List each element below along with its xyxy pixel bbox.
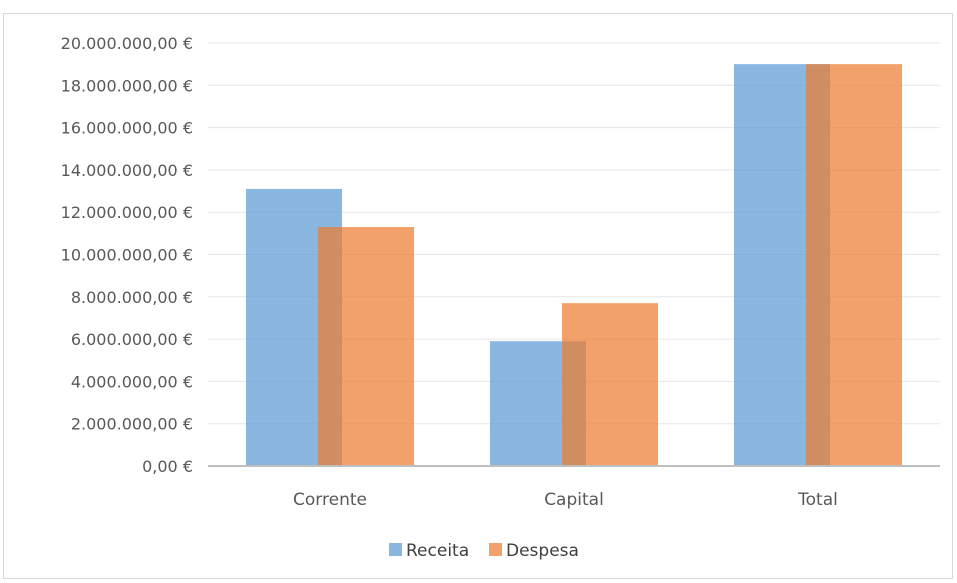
y-tick-label: 14.000.000,00 €	[61, 161, 193, 180]
y-tick-label: 4.000.000,00 €	[71, 372, 193, 391]
bars	[246, 64, 902, 467]
y-tick-label: 6.000.000,00 €	[71, 330, 193, 349]
y-tick-label: 16.000.000,00 €	[61, 119, 193, 138]
y-tick-label: 18.000.000,00 €	[61, 76, 193, 95]
bar-despesa-corrente	[318, 227, 414, 466]
y-tick-label: 12.000.000,00 €	[61, 203, 193, 222]
legend-swatch-receita	[389, 543, 402, 556]
y-tick-label: 2.000.000,00 €	[71, 415, 193, 434]
y-axis: 0,00 € 2.000.000,00 € 4.000.000,00 € 6.000.…	[61, 34, 193, 476]
legend-swatch-despesa	[489, 543, 502, 556]
legend: Receita Despesa	[389, 541, 579, 561]
x-tick-label: Total	[797, 490, 838, 510]
x-tick-label: Capital	[544, 490, 604, 510]
bar-despesa-total	[806, 64, 902, 467]
bar-despesa-capital	[562, 303, 658, 466]
legend-label: Receita	[406, 541, 469, 561]
y-tick-label: 0,00 €	[142, 457, 193, 476]
x-tick-label: Corrente	[293, 490, 367, 510]
y-tick-label: 20.000.000,00 €	[61, 34, 193, 53]
x-axis: Corrente Capital Total	[293, 490, 838, 510]
legend-label: Despesa	[506, 541, 579, 561]
y-tick-label: 8.000.000,00 €	[71, 288, 193, 307]
y-tick-label: 10.000.000,00 €	[61, 246, 193, 265]
